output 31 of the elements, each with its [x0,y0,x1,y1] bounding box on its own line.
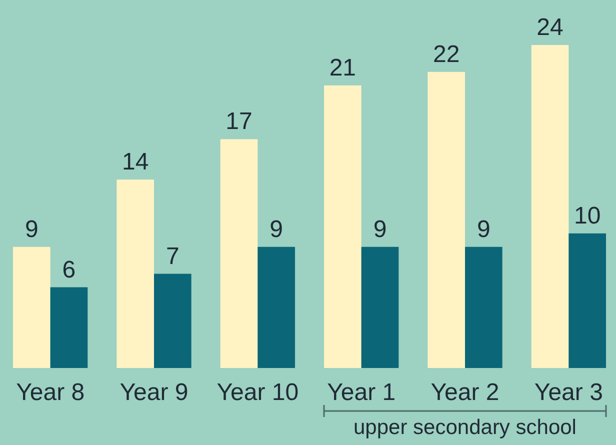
data-label: 21 [329,54,356,82]
bar [50,287,88,368]
x-tick-label: Year 1 [327,379,396,406]
bar [568,233,606,368]
data-label: 24 [536,14,564,41]
bar [531,45,569,368]
data-label: 10 [574,202,601,230]
text: upper secondary school [354,416,576,439]
x-tick-label: Year 10 [216,379,299,406]
data-label: 7 [166,242,180,270]
data-label: 9 [270,216,284,243]
x-tick-label: Year 3 [534,379,603,406]
x-tick-label: Year 2 [430,379,500,406]
bar [220,139,258,368]
x-tick-label: Year 9 [120,379,188,406]
data-label: 6 [62,256,76,284]
data-label: 17 [226,108,252,136]
bar [428,72,466,368]
bar [116,180,154,368]
bar [324,85,362,368]
bar [13,246,50,368]
bar [465,246,502,368]
bar [258,246,295,368]
data-label: 9 [24,216,38,243]
data-label: 22 [432,40,460,68]
x-tick-label: Year 8 [16,379,85,406]
data-label: 9 [476,216,490,243]
data-label: 14 [122,148,149,176]
data-label: 9 [373,216,387,243]
bar [361,246,399,368]
bar [154,274,192,368]
